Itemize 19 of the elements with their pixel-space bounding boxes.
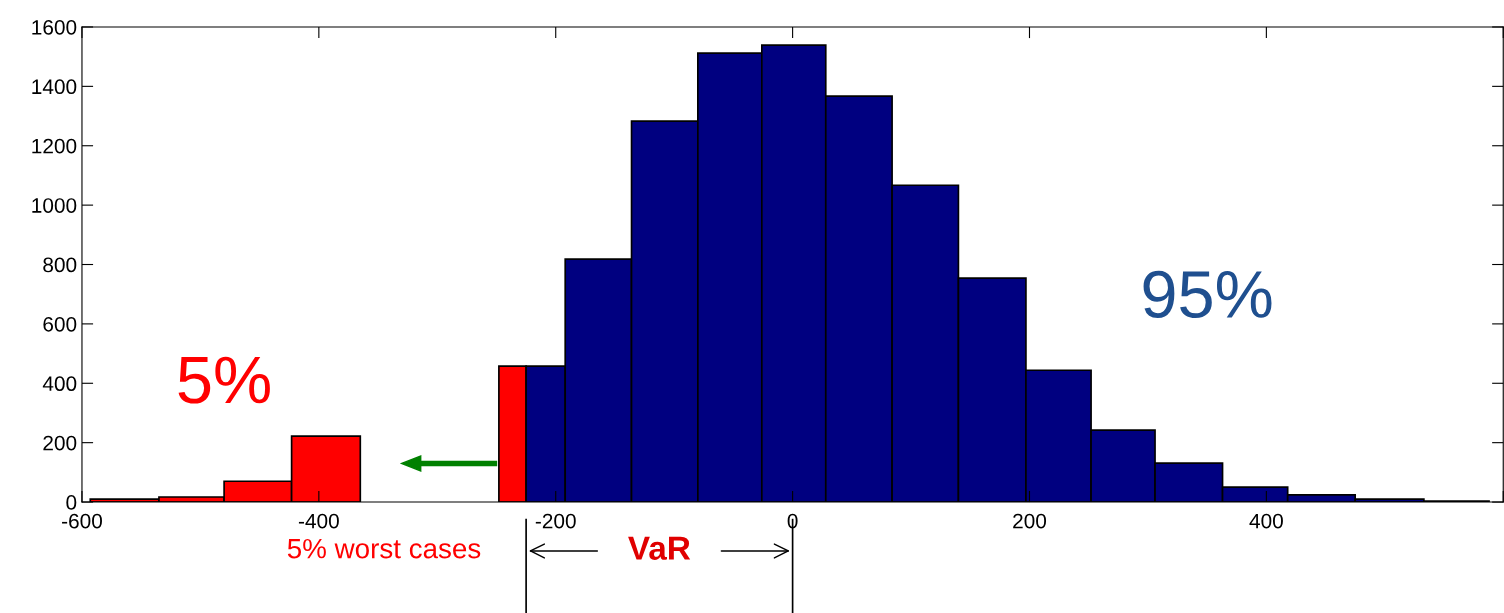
y-tick-label: 1600 bbox=[32, 19, 77, 35]
x-tick-label: -600 bbox=[62, 513, 102, 529]
text: VaR bbox=[628, 536, 691, 560]
y-tick-label: 0 bbox=[66, 495, 77, 510]
y-tick-label: 600 bbox=[43, 316, 77, 332]
annotation: 5% bbox=[178, 356, 270, 404]
y-tick-label: 1400 bbox=[32, 79, 77, 95]
y-tick-label: 800 bbox=[43, 257, 77, 273]
text: 5% worst cases bbox=[287, 538, 481, 559]
y-tick-label: 200 bbox=[43, 435, 77, 451]
y-tick-label: 400 bbox=[42, 376, 77, 392]
x-tick-label: 0 bbox=[787, 513, 798, 529]
x-tick-label: 200 bbox=[1013, 513, 1047, 529]
x-tick-label: 400 bbox=[1249, 513, 1283, 529]
y-tick-label: 1000 bbox=[32, 198, 77, 213]
x-tick-label: -200 bbox=[535, 513, 576, 529]
x-tick-label: -400 bbox=[298, 513, 339, 529]
y-tick-label: 1200 bbox=[32, 138, 77, 154]
annotation: 95% bbox=[1143, 270, 1272, 319]
